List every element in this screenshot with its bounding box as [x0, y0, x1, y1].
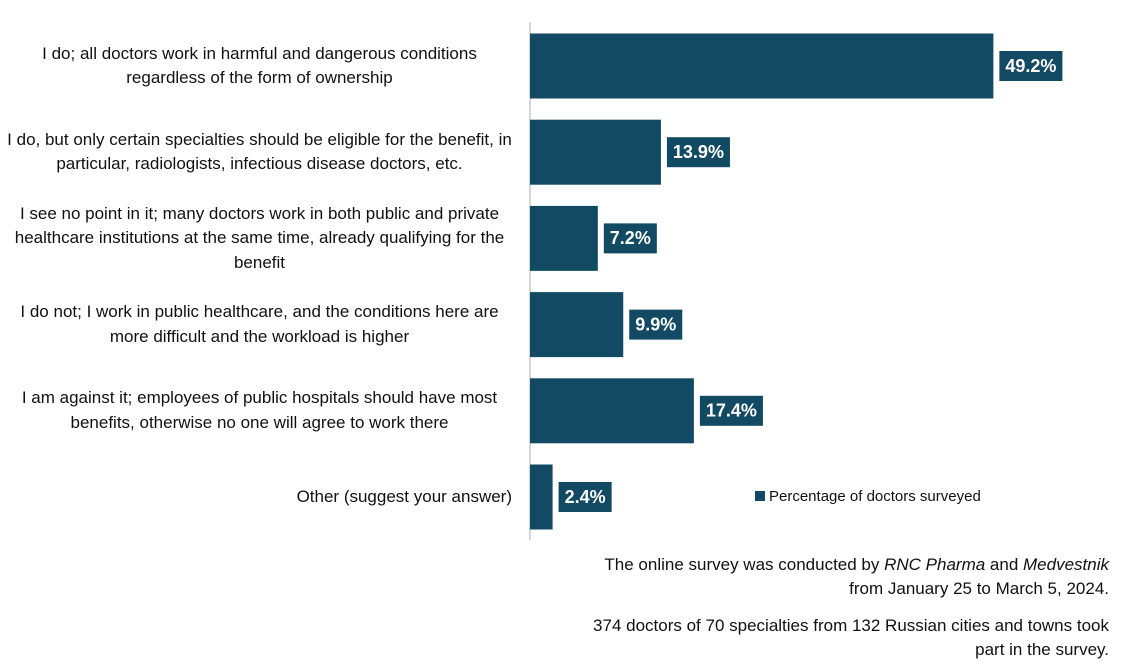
- category-label: I am against it; employees of public hos…: [21, 388, 498, 432]
- value-label-box: [699, 395, 763, 426]
- category-label-row: I do, but only certain specialties shoul…: [0, 109, 512, 195]
- value-label: 7.2%: [610, 228, 651, 248]
- value-label: 2.4%: [565, 487, 606, 507]
- category-label: I do not; I work in public healthcare, a…: [20, 302, 499, 346]
- legend-label: Percentage of doctors surveyed: [769, 488, 981, 505]
- category-label-row: I see no point in it; many doctors work …: [0, 195, 512, 281]
- footnote-part: from January 25 to March 5, 2024.: [849, 579, 1109, 598]
- value-label-box: [603, 223, 657, 254]
- footnote-part: The online survey was conducted by: [604, 555, 885, 574]
- value-label-box: [999, 51, 1063, 81]
- category-label-row: I am against it; employees of public hos…: [0, 368, 512, 454]
- footnote-part: and: [985, 555, 1024, 574]
- value-label-box: [558, 482, 612, 512]
- category-label: I see no point in it; many doctors work …: [14, 203, 505, 272]
- category-label: I do, but only certain specialties shoul…: [7, 129, 512, 174]
- bar: [530, 205, 598, 271]
- footnote-part: RNC Pharma: [884, 555, 986, 574]
- value-label-box: [666, 137, 730, 168]
- category-label-row: I do; all doctors work in harmful and da…: [0, 23, 512, 109]
- value-label-box: [629, 309, 683, 340]
- bar: [530, 464, 553, 530]
- value-label: 17.4%: [706, 401, 757, 421]
- bar: [530, 292, 624, 358]
- value-label: 13.9%: [673, 142, 724, 162]
- category-label: I do; all doctors work in harmful and da…: [42, 43, 477, 88]
- footnote-part: Medvestnik: [1023, 555, 1109, 574]
- footnote-part: 374 doctors of 70 specialties from 132 R…: [593, 616, 1109, 659]
- bar: [530, 119, 661, 185]
- value-label: 49.2%: [1005, 56, 1056, 76]
- legend-swatch: [755, 491, 765, 501]
- footnote: The online survey was conducted by RNC P…: [584, 553, 1109, 601]
- category-label-row: I do not; I work in public healthcare, a…: [0, 282, 512, 368]
- bar: [530, 378, 694, 444]
- footnote: 374 doctors of 70 specialties from 132 R…: [584, 614, 1109, 662]
- value-label: 9.9%: [635, 314, 676, 334]
- category-label: Other (suggest your answer): [296, 486, 512, 506]
- bar: [530, 33, 994, 99]
- category-label-row: Other (suggest your answer): [0, 454, 512, 540]
